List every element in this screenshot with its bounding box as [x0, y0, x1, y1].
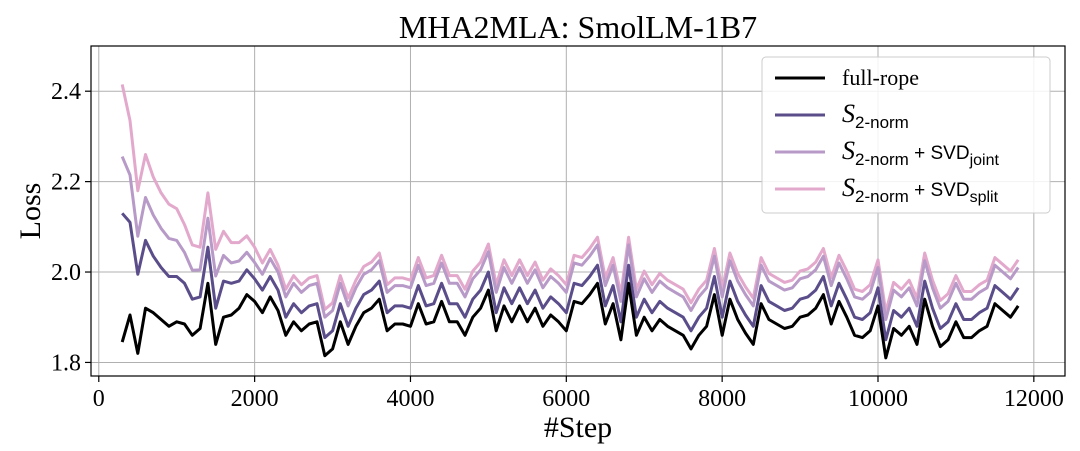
x-tick-label: 0	[93, 386, 105, 412]
series-lines	[120, 84, 1020, 360]
x-tick-label: 2000	[231, 386, 279, 412]
y-tick-label: 2.0	[51, 260, 81, 286]
y-axis-ticks: 1.8 2.0 2.2 2.4	[51, 79, 91, 376]
chart-title: MHA2MLA: SmolLM-1B7	[399, 9, 757, 45]
legend-label: S2-norm	[842, 99, 909, 132]
plot-frame	[90, 45, 1066, 377]
legend-label: S2-norm + SVDsplit	[842, 173, 999, 206]
legend-label: S2-norm + SVDjoint	[842, 136, 1000, 169]
y-tick-label: 1.8	[51, 350, 81, 376]
x-tick-label: 6000	[542, 386, 590, 412]
y-tick-label: 2.2	[51, 170, 81, 196]
series-line-full-rope	[120, 281, 1020, 360]
x-tick-label: 10000	[848, 386, 908, 412]
x-axis-ticks: 0 2000 4000 6000 8000 10000 12000	[93, 376, 1064, 412]
series-line-s2-norm	[121, 212, 1020, 342]
series-line-s2-norm-svdjoint	[120, 156, 1020, 321]
legend: full-rope S2-norm S2-norm + SVDjoint S2-nor…	[761, 56, 1051, 214]
y-axis-label: Loss	[14, 183, 47, 240]
x-tick-label: 12000	[1004, 386, 1064, 412]
y-tick-label: 2.4	[51, 79, 81, 105]
legend-box	[761, 56, 1051, 214]
legend-label: full-rope	[842, 65, 919, 90]
legend-entries: full-rope S2-norm S2-norm + SVDjoint S2-nor…	[775, 65, 1000, 206]
series-line-s2-norm-svdsplit	[120, 84, 1020, 314]
x-tick-label: 8000	[698, 386, 746, 412]
x-tick-label: 4000	[386, 386, 434, 412]
x-axis-label: #Step	[544, 411, 612, 444]
